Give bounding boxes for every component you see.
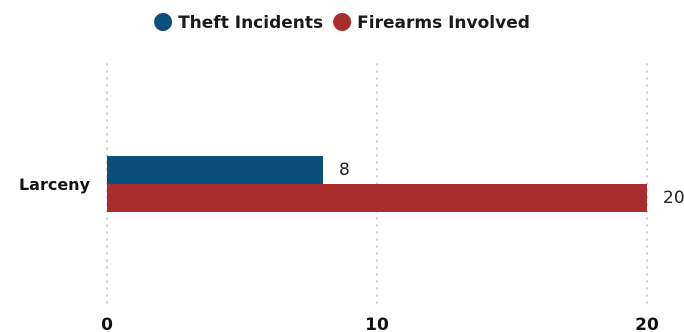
x-tick-label-20: 20 [635,315,659,332]
x-tick-label-10: 10 [365,315,389,332]
category-axis: Larceny [19,175,91,194]
legend-label-theft-incidents: Theft Incidents [178,13,323,33]
x-tick-label-0: 0 [101,315,113,332]
value-axis: 0 10 20 [101,315,659,332]
legend-swatch-firearms-involved [333,13,352,31]
legend-swatch-theft-incidents [154,13,173,31]
chart-legend: Theft Incidents Firearms Involved [154,13,530,33]
bar-firearms-involved-larceny [107,184,647,212]
chart-bars: 8 20 [107,156,684,212]
data-label-firearms-involved-larceny: 20 [663,188,684,208]
category-label-larceny: Larceny [19,175,91,194]
legend-item-firearms-involved: Firearms Involved [333,13,530,33]
data-label-theft-incidents-larceny: 8 [339,160,350,180]
bar-theft-incidents-larceny [107,156,323,184]
legend-item-theft-incidents: Theft Incidents [154,13,323,33]
legend-label-firearms-involved: Firearms Involved [357,13,530,33]
